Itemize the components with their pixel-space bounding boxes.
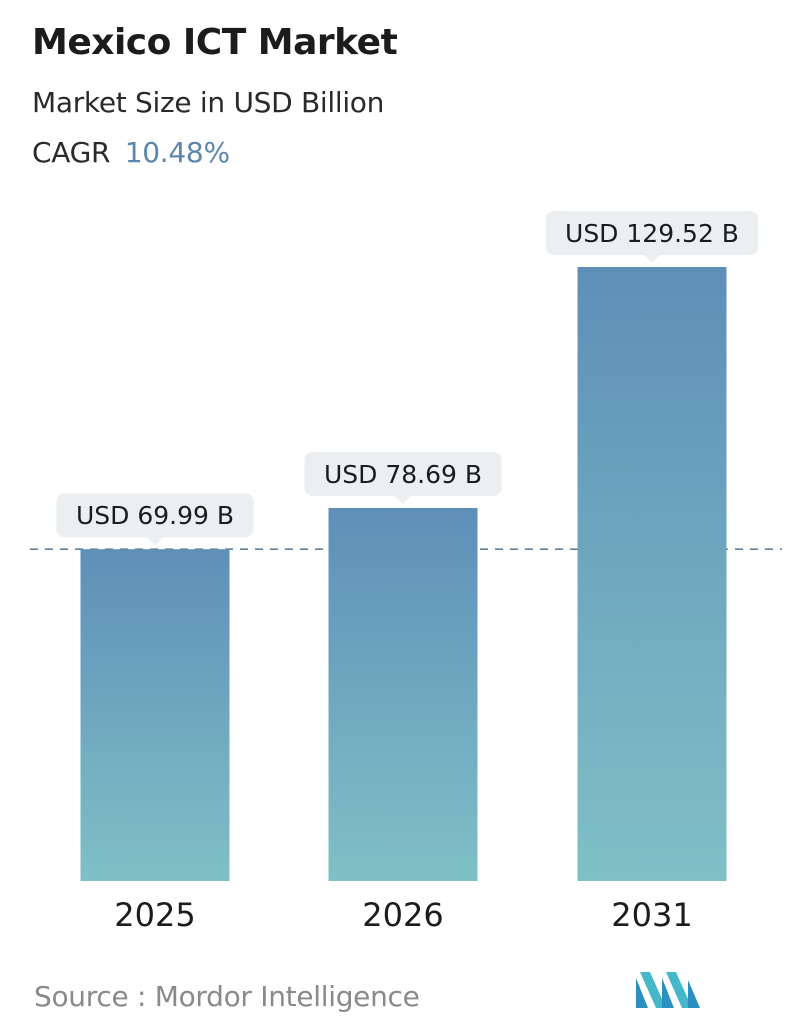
cagr-line: CAGR 10.48% xyxy=(32,136,230,169)
data-label-2031: USD 129.52 B xyxy=(545,211,759,263)
svg-text:USD 129.52 B: USD 129.52 B xyxy=(565,219,739,248)
data-label-2026: USD 78.69 B xyxy=(304,451,502,504)
bar-2026 xyxy=(328,507,478,881)
source-name: Mordor Intelligence xyxy=(154,980,420,1013)
mordor-intelligence-logo-icon xyxy=(636,972,700,1008)
cagr-value: 10.48% xyxy=(124,136,230,169)
svg-text:USD 78.69 B: USD 78.69 B xyxy=(324,460,482,489)
bar-2031 xyxy=(577,267,727,881)
cagr-label: CAGR xyxy=(32,136,111,169)
bar-2025 xyxy=(80,549,230,881)
chart-subtitle: Market Size in USD Billion xyxy=(32,86,385,119)
data-label-2025: USD 69.99 B xyxy=(56,493,254,546)
svg-text:USD 69.99 B: USD 69.99 B xyxy=(76,501,234,530)
bar-series: USD 69.99 B 2025 USD 78.69 B 2026 USD 129.52… xyxy=(56,211,759,934)
source-label: Source : xyxy=(34,980,147,1013)
x-tick-label-2026: 2026 xyxy=(362,896,443,934)
source-line: Source : Mordor Intelligence xyxy=(34,980,420,1013)
x-tick-label-2025: 2025 xyxy=(114,896,195,934)
x-tick-label-2031: 2031 xyxy=(611,896,692,934)
chart-title: Mexico ICT Market xyxy=(32,22,398,63)
